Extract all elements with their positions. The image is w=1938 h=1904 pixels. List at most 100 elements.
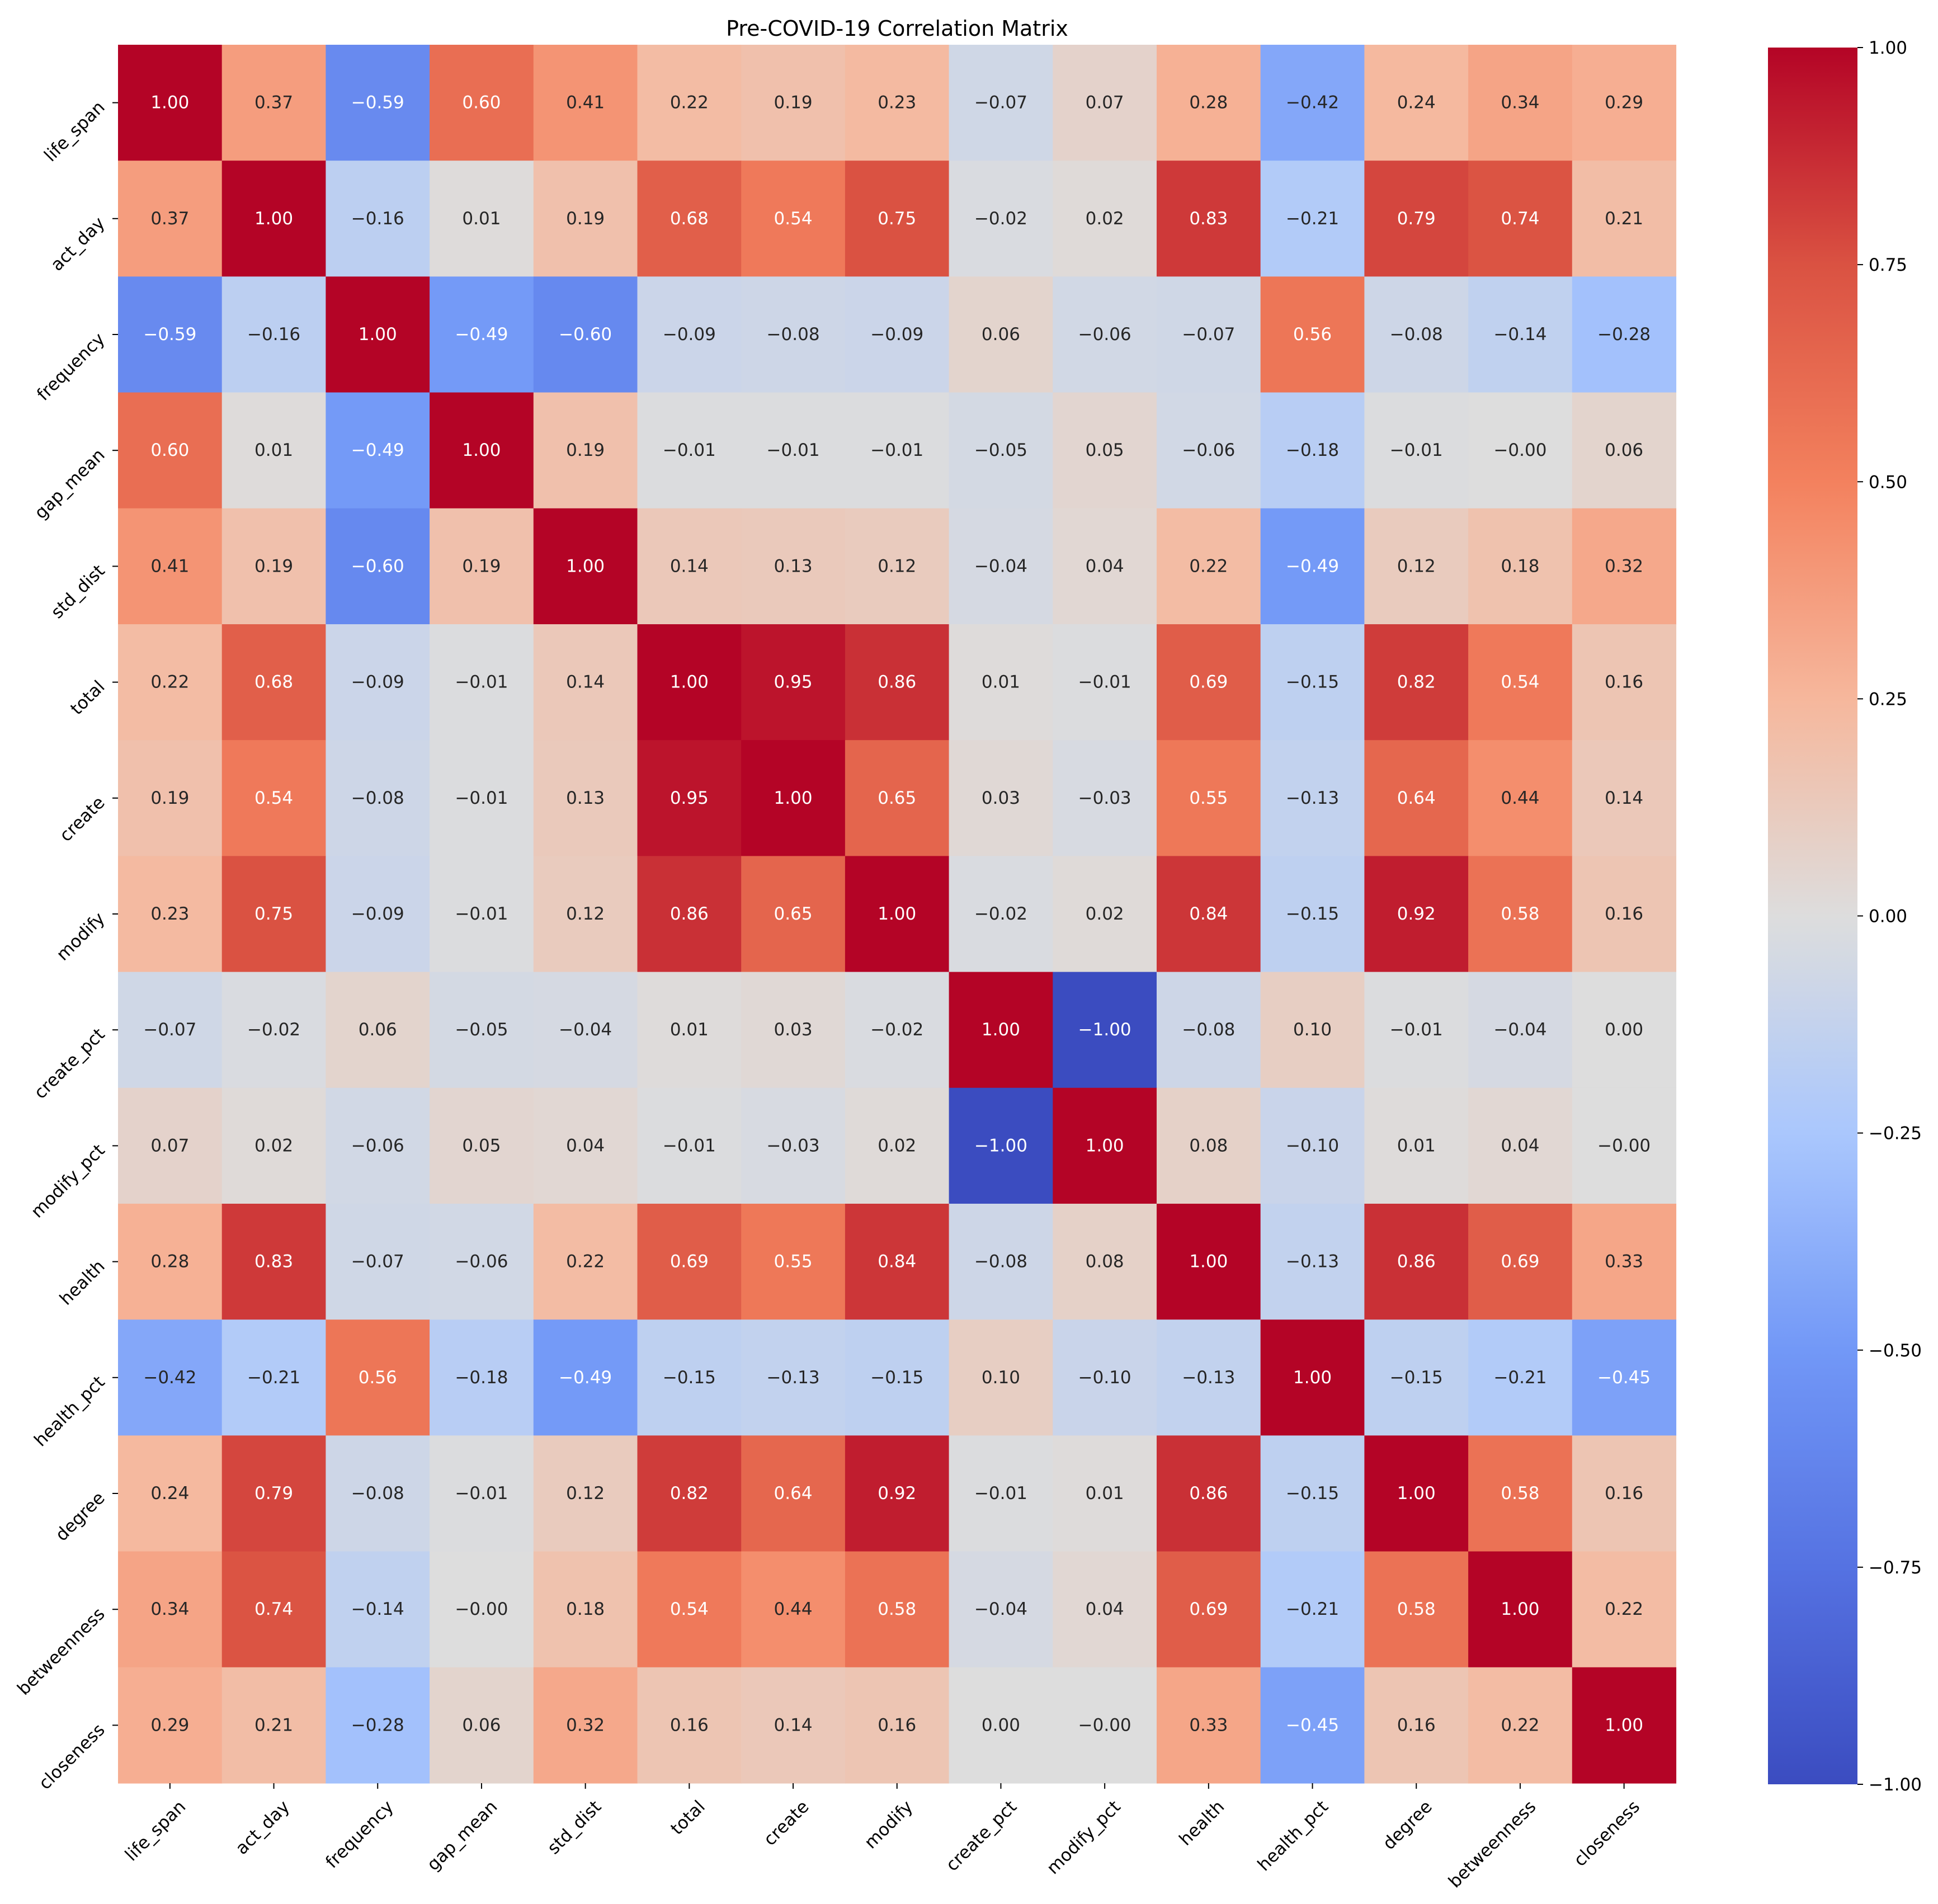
heatmap-cell-label: 0.16	[1605, 672, 1643, 692]
heatmap-cell-label: −0.06	[351, 1135, 404, 1156]
heatmap-cell-label: 1.00	[1605, 1715, 1643, 1735]
heatmap-cell-label: 0.14	[1605, 788, 1643, 808]
heatmap-cell	[533, 1667, 638, 1784]
heatmap-cell	[1260, 856, 1365, 973]
heatmap-cell-label: 0.07	[150, 1135, 189, 1156]
heatmap-cell-label: −0.16	[247, 324, 300, 345]
heatmap-cell-label: 0.60	[150, 440, 189, 460]
heatmap-cell-label: −0.00	[455, 1599, 508, 1619]
x-tick-label: degree	[1379, 1797, 1436, 1854]
heatmap-cell	[1468, 45, 1573, 161]
heatmap-cell	[1157, 508, 1261, 625]
heatmap-cell-label: −0.15	[1286, 672, 1339, 692]
y-tick-label: life_span	[40, 97, 109, 166]
heatmap-cell-label: 0.00	[982, 1715, 1020, 1735]
x-tick-label: health	[1175, 1797, 1228, 1850]
heatmap-cell	[637, 856, 742, 973]
heatmap-cell	[1468, 1667, 1573, 1784]
heatmap-cell	[949, 1319, 1053, 1436]
heatmap-cell	[1364, 1551, 1469, 1668]
heatmap-cell-label: 0.10	[982, 1368, 1020, 1388]
heatmap-cell-label: 1.00	[462, 440, 501, 460]
heatmap-cell-label: 0.41	[566, 93, 605, 113]
y-tick-label: betweenness	[13, 1604, 109, 1699]
heatmap-cell	[221, 1319, 326, 1436]
heatmap-cell-label: −0.01	[455, 1483, 508, 1504]
heatmap-cell	[845, 1087, 950, 1204]
heatmap-cell	[326, 972, 430, 1088]
heatmap-cell-label: −0.07	[351, 1252, 404, 1272]
heatmap-cell-label: −0.21	[247, 1368, 300, 1388]
heatmap-cell	[326, 1435, 430, 1552]
heatmap-cell-label: 0.41	[150, 556, 189, 576]
heatmap-cell	[637, 1551, 742, 1668]
heatmap-cell-label: 0.95	[670, 788, 709, 808]
heatmap-cell-label: 0.68	[254, 672, 293, 692]
heatmap-cell-label: 0.16	[1605, 904, 1643, 924]
y-tick-label: modify_pct	[27, 1140, 109, 1222]
heatmap-cell	[1364, 1204, 1469, 1320]
heatmap-cell	[845, 45, 950, 161]
heatmap-cell-label: −0.05	[455, 1020, 508, 1040]
heatmap-cell-label: −0.15	[1390, 1368, 1443, 1388]
heatmap-cell-label: −0.00	[1597, 1135, 1651, 1156]
heatmap-cell-label: 1.00	[982, 1020, 1020, 1040]
heatmap-cell-label: 0.04	[1086, 1599, 1124, 1619]
x-tick-label: health_pct	[1254, 1797, 1332, 1875]
heatmap-cell	[1053, 161, 1157, 277]
heatmap-cell-label: 1.00	[359, 324, 397, 345]
heatmap-cell	[845, 624, 950, 741]
heatmap-cell	[1157, 1667, 1261, 1784]
chart-title: Pre-COVID-19 Correlation Matrix	[726, 16, 1068, 41]
heatmap-cell-label: 0.02	[254, 1135, 293, 1156]
heatmap-cell-label: −0.04	[974, 1599, 1027, 1619]
heatmap-cell	[637, 1435, 742, 1552]
heatmap-cell-label: 0.58	[1501, 904, 1539, 924]
heatmap-cell-label: −0.42	[143, 1368, 196, 1388]
heatmap-cell	[1260, 1551, 1365, 1668]
heatmap-cell	[845, 392, 950, 509]
heatmap-cell-label: 0.56	[359, 1368, 397, 1388]
heatmap-cell-label: 0.21	[1605, 209, 1643, 229]
heatmap-cell	[1364, 508, 1469, 625]
heatmap-cell	[741, 508, 846, 625]
heatmap-cell-label: −0.01	[1390, 440, 1443, 460]
heatmap-cell	[533, 1435, 638, 1552]
heatmap-cell-label: −0.01	[1390, 1020, 1443, 1040]
heatmap-cell	[845, 1435, 950, 1552]
heatmap-cell	[221, 1087, 326, 1204]
heatmap-cell	[1468, 740, 1573, 856]
colorbar-tick-label: 0.50	[1869, 472, 1907, 492]
heatmap-cell-label: 0.07	[1086, 93, 1124, 113]
heatmap-cell	[1157, 1204, 1261, 1320]
heatmap-cell-label: −0.04	[559, 1020, 612, 1040]
heatmap-cell-label: 0.02	[878, 1135, 916, 1156]
heatmap-cell-label: −0.06	[1182, 440, 1235, 460]
x-tick-label: gap_mean	[423, 1797, 502, 1875]
heatmap-cell	[1260, 1667, 1365, 1784]
heatmap-cell-label: −0.49	[351, 440, 404, 460]
heatmap-cell	[1364, 1435, 1469, 1552]
heatmap-cell	[741, 972, 846, 1088]
heatmap-cell-label: 0.14	[566, 672, 605, 692]
heatmap-cell-label: 0.16	[1605, 1483, 1643, 1504]
colorbar-tick-label: −0.25	[1869, 1124, 1922, 1144]
y-tick-label: std_dist	[47, 561, 109, 623]
heatmap-cell	[326, 508, 430, 625]
y-tick-label: create	[56, 793, 109, 846]
x-tick-label: create_pct	[942, 1797, 1021, 1875]
heatmap-cell	[741, 276, 846, 393]
heatmap-cell	[1053, 1087, 1157, 1204]
heatmap-cell	[1364, 856, 1469, 973]
heatmap-cell-label: 0.86	[670, 904, 709, 924]
heatmap-cell-label: 0.16	[1397, 1715, 1436, 1735]
heatmap-cell	[221, 161, 326, 277]
heatmap-cell-label: 0.54	[1501, 672, 1539, 692]
heatmap-cell	[1260, 1319, 1365, 1436]
heatmap-cell-label: 0.64	[1397, 788, 1436, 808]
heatmap-cell-label: 0.06	[1605, 440, 1643, 460]
heatmap-cell-label: 0.03	[982, 788, 1020, 808]
heatmap-cell	[1572, 45, 1677, 161]
heatmap-cell	[430, 1551, 534, 1668]
